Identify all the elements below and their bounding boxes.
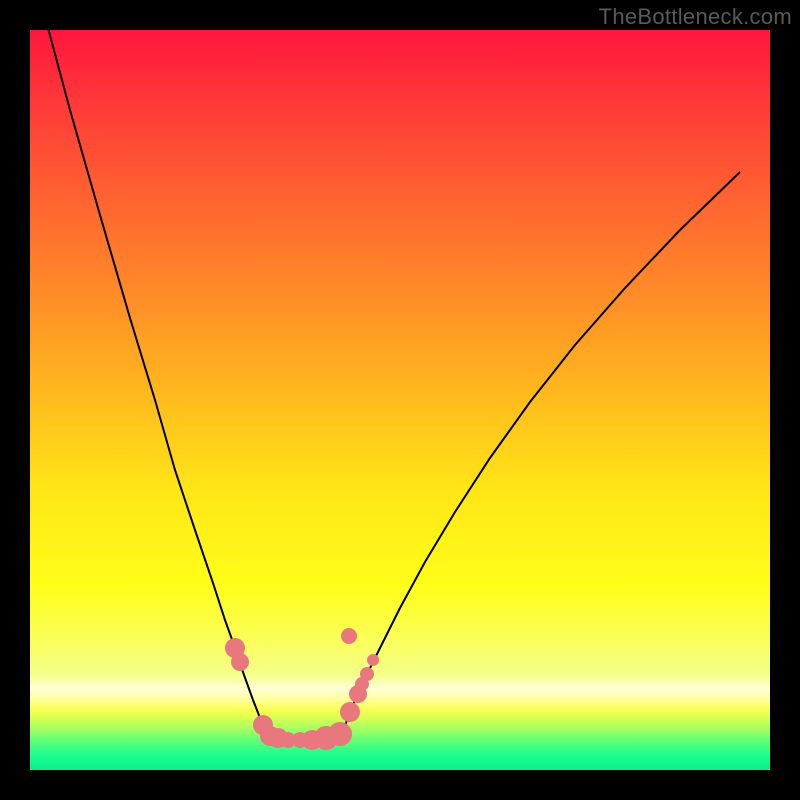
chart-svg (0, 0, 800, 800)
marker-dot (340, 702, 360, 722)
watermark-text: TheBottleneck.com (599, 4, 792, 30)
plot-area (30, 30, 770, 770)
marker-dot (360, 667, 374, 681)
marker-dot (341, 628, 357, 644)
chart-container: TheBottleneck.com (0, 0, 800, 800)
marker-dot (231, 653, 249, 671)
marker-dot (328, 722, 352, 746)
marker-dot (367, 654, 379, 666)
